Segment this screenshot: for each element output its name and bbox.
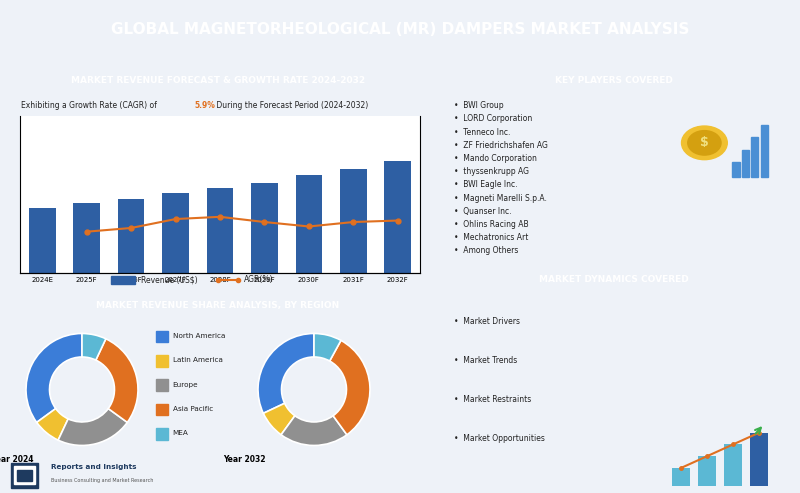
Bar — [11, 463, 38, 488]
Text: MEA: MEA — [173, 430, 189, 436]
Text: •  Mechatronics Art: • Mechatronics Art — [454, 233, 528, 242]
Wedge shape — [263, 403, 295, 435]
Text: North America: North America — [173, 333, 225, 339]
Bar — [156, 355, 168, 367]
Text: •  BWI Group: • BWI Group — [454, 101, 503, 110]
Bar — [295, 176, 322, 273]
Text: GLOBAL MAGNETORHEOLOGICAL (MR) DAMPERS MARKET ANALYSIS: GLOBAL MAGNETORHEOLOGICAL (MR) DAMPERS M… — [111, 22, 689, 37]
Text: •  BWI Eagle Inc.: • BWI Eagle Inc. — [454, 180, 518, 189]
Wedge shape — [37, 409, 68, 440]
Text: •  Ohlins Racing AB: • Ohlins Racing AB — [454, 220, 529, 229]
Text: AGR(%): AGR(%) — [244, 275, 274, 284]
Circle shape — [682, 126, 727, 160]
Bar — [74, 203, 100, 273]
Bar — [14, 466, 35, 484]
Text: Exhibiting a Growth Rate (CAGR) of: Exhibiting a Growth Rate (CAGR) of — [21, 102, 159, 110]
Wedge shape — [314, 333, 341, 361]
Bar — [733, 162, 740, 177]
Bar — [761, 125, 768, 177]
Wedge shape — [58, 409, 127, 446]
Wedge shape — [26, 333, 82, 423]
Text: Reports and Insights: Reports and Insights — [50, 464, 136, 470]
Text: •  LORD Corporation: • LORD Corporation — [454, 114, 532, 123]
Bar — [206, 188, 234, 273]
Text: Business Consulting and Market Research: Business Consulting and Market Research — [50, 478, 153, 483]
Text: Europe: Europe — [173, 382, 198, 387]
Wedge shape — [330, 340, 370, 435]
Bar — [340, 169, 366, 273]
Text: •  Among Others: • Among Others — [454, 246, 518, 255]
Text: •  Market Opportunities: • Market Opportunities — [454, 434, 545, 443]
Text: Latin America: Latin America — [173, 357, 222, 363]
Bar — [156, 331, 168, 342]
Text: •  Magneti Marelli S.p.A.: • Magneti Marelli S.p.A. — [454, 194, 546, 203]
Text: •  Market Drivers: • Market Drivers — [454, 317, 520, 326]
Text: •  Market Restraints: • Market Restraints — [454, 395, 531, 404]
Text: •  ZF Friedrichshafen AG: • ZF Friedrichshafen AG — [454, 141, 548, 150]
Wedge shape — [96, 339, 138, 423]
Bar — [698, 456, 716, 486]
Wedge shape — [281, 416, 347, 446]
Text: During the Forecast Period (2024-2032): During the Forecast Period (2024-2032) — [214, 102, 368, 110]
Bar — [156, 380, 168, 391]
Bar — [162, 193, 189, 273]
Bar — [751, 138, 758, 177]
Text: •  thyssenkrupp AG: • thyssenkrupp AG — [454, 167, 529, 176]
Text: KEY PLAYERS COVERED: KEY PLAYERS COVERED — [555, 75, 673, 85]
Wedge shape — [82, 333, 106, 360]
Text: Revenue (US$): Revenue (US$) — [141, 275, 198, 284]
Text: •  Tenneco Inc.: • Tenneco Inc. — [454, 128, 510, 137]
Text: •  Market Trends: • Market Trends — [454, 356, 517, 365]
Bar — [156, 428, 168, 440]
Circle shape — [688, 131, 721, 155]
Bar — [724, 445, 742, 486]
Bar — [672, 468, 690, 486]
Bar — [29, 208, 55, 273]
Wedge shape — [258, 333, 314, 413]
Bar — [385, 161, 411, 273]
Text: $: $ — [700, 137, 709, 149]
Bar — [156, 404, 168, 415]
Text: Asia Pacific: Asia Pacific — [173, 406, 213, 412]
Text: MARKET REVENUE FORECAST & GROWTH RATE 2024-2032: MARKET REVENUE FORECAST & GROWTH RATE 20… — [71, 75, 365, 85]
Text: Year 2024: Year 2024 — [0, 455, 34, 464]
Text: MARKET REVENUE SHARE ANALYSIS, BY REGION: MARKET REVENUE SHARE ANALYSIS, BY REGION — [96, 301, 340, 310]
Bar — [111, 276, 135, 284]
Bar — [750, 433, 768, 486]
Bar — [742, 150, 749, 177]
Bar — [118, 199, 145, 273]
Text: MARKET DYNAMICS COVERED: MARKET DYNAMICS COVERED — [539, 275, 689, 284]
Bar — [17, 470, 32, 481]
Text: Year 2032: Year 2032 — [222, 455, 266, 464]
Text: •  Mando Corporation: • Mando Corporation — [454, 154, 537, 163]
Text: 5.9%: 5.9% — [194, 102, 215, 110]
Bar — [251, 183, 278, 273]
Text: •  Quanser Inc.: • Quanser Inc. — [454, 207, 511, 216]
